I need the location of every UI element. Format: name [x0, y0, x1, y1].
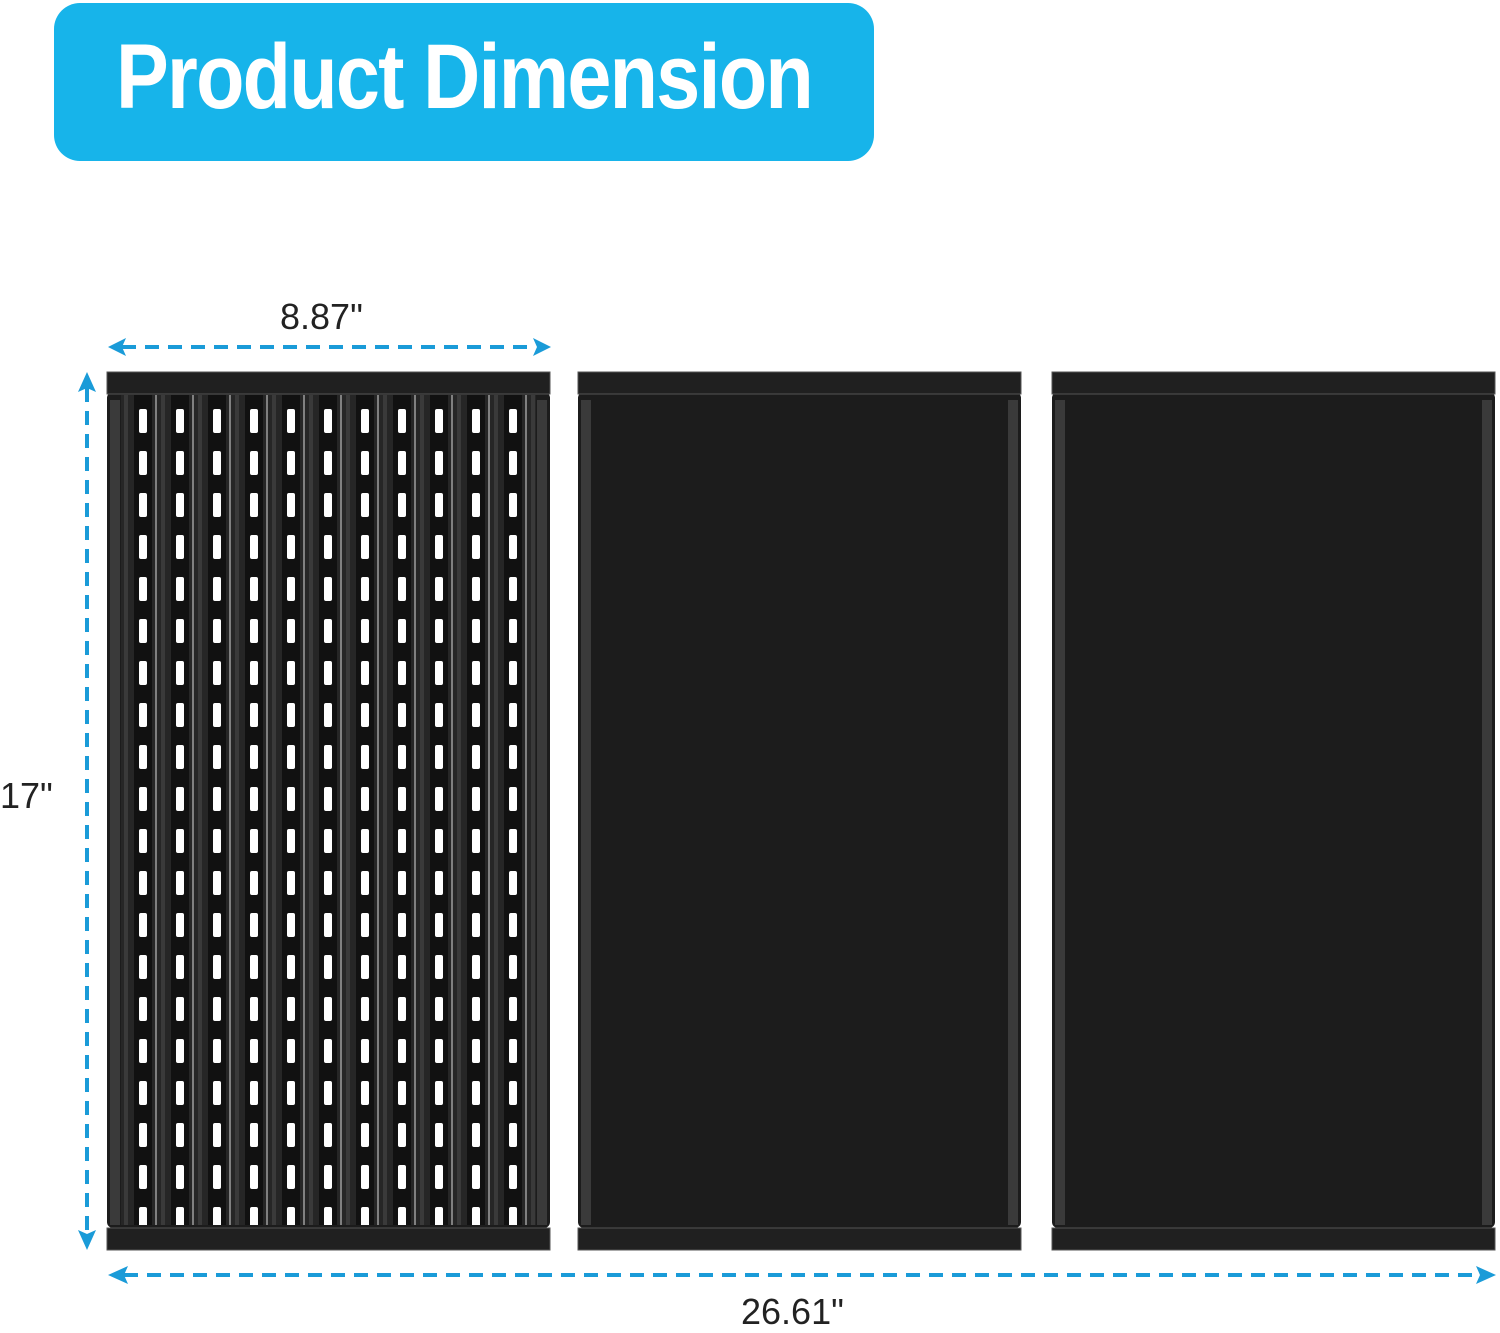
dimension-arrows — [78, 338, 1496, 1284]
grill-grate — [106, 371, 551, 1251]
title-banner: Product Dimension — [54, 3, 874, 161]
arrow-head-icon — [1476, 1266, 1496, 1284]
arrow-head-icon — [78, 372, 96, 392]
banner-title: Product Dimension — [115, 26, 814, 128]
slot-pattern — [121, 395, 536, 1225]
height-label: 17" — [0, 775, 53, 816]
grill-grate — [1051, 371, 1496, 1251]
width-total-label: 26.61" — [741, 1291, 844, 1332]
arrow-head-icon — [78, 1230, 96, 1250]
arrow-head-icon — [533, 338, 551, 356]
width-single-label: 8.87" — [280, 296, 363, 337]
arrow-head-icon — [108, 1266, 128, 1284]
arrow-head-icon — [108, 338, 126, 356]
